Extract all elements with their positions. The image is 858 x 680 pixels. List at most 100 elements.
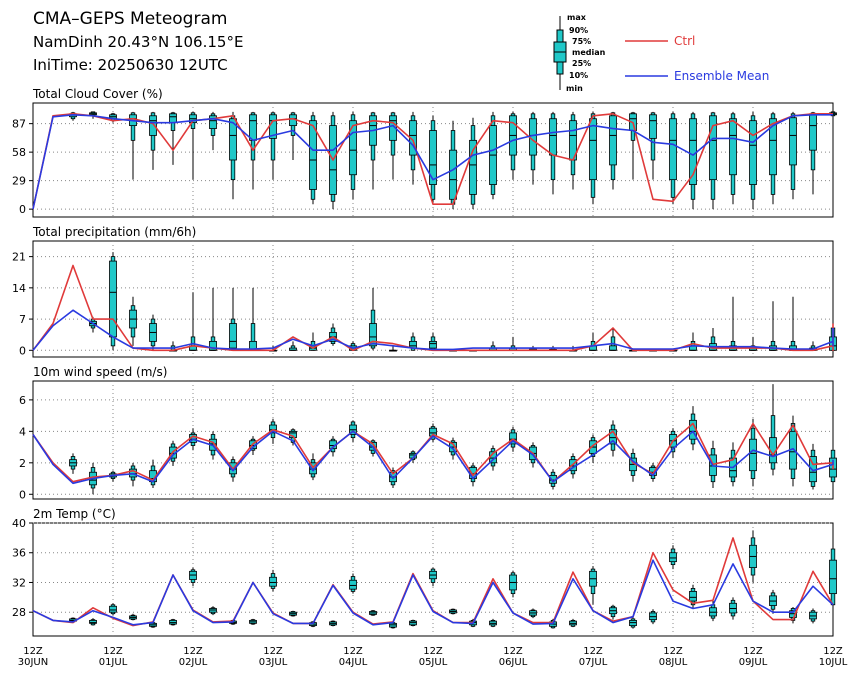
box-plot: [489, 618, 497, 628]
box-plot: [569, 618, 577, 628]
box-plot: [649, 609, 657, 625]
box-inner: [89, 619, 97, 624]
time-day-label: 03JUL: [259, 657, 288, 668]
box-plot: [209, 606, 217, 616]
box-inner: [689, 590, 697, 602]
init-time-label: IniTime: 20250630 12UTC: [33, 56, 228, 74]
box-plot: [589, 332, 597, 351]
box-plot: [669, 111, 677, 205]
box-plot: [149, 459, 157, 488]
box-plot: [649, 111, 657, 180]
time-hour-label: 12Z: [423, 646, 443, 657]
box-plot: [749, 111, 757, 210]
box-plot: [429, 115, 437, 205]
box-inner: [229, 118, 237, 161]
box-inner: [609, 345, 617, 351]
panel-title: 2m Temp (°C): [33, 507, 116, 521]
box-inner: [109, 605, 117, 613]
box-legend: max 90% 75% median 25% 10% min: [553, 13, 606, 93]
y-tick-label: 0: [19, 488, 26, 501]
box-plot: [629, 617, 637, 629]
box-inner: [829, 559, 837, 595]
box-plot: [109, 252, 117, 351]
box-plot: [569, 111, 577, 190]
time-hour-label: 12Z: [183, 646, 203, 657]
box-plot: [749, 418, 757, 487]
box-inner: [229, 323, 237, 349]
box-plot: [409, 619, 417, 627]
box-plot: [129, 296, 137, 346]
box-inner: [469, 139, 477, 195]
box-plot: [209, 287, 217, 351]
box-inner: [609, 115, 617, 166]
box-inner: [109, 260, 117, 338]
box-plot: [589, 434, 597, 463]
time-hour-label: 12Z: [103, 646, 123, 657]
panel-4: 2m Temp (°C) 28 32 36 40: [12, 507, 837, 637]
box-inner: [749, 438, 757, 472]
box-plot: [709, 111, 717, 210]
box-plot: [169, 618, 177, 626]
box-inner: [809, 113, 817, 151]
y-tick-label: 58: [12, 146, 26, 159]
box-plot: [789, 296, 797, 351]
box-plot: [149, 111, 157, 170]
box-plot: [589, 111, 597, 205]
box-plot: [369, 609, 377, 616]
box-outer: [130, 112, 136, 141]
box-plot: [429, 423, 437, 443]
box-plot: [629, 448, 637, 482]
box-plot: [729, 296, 737, 351]
box-plot: [729, 597, 737, 620]
line-legend: Ctrl Ensemble Mean: [625, 34, 769, 83]
box-inner: [649, 114, 657, 139]
legend-ctrl-label: Ctrl: [674, 34, 695, 48]
panel-2: Total precipitation (mm/6h) 0 7 14 21: [12, 225, 837, 358]
box-plot: [229, 111, 237, 200]
box-plot: [809, 443, 817, 490]
box-plot: [609, 111, 617, 190]
box-plot: [549, 111, 557, 195]
y-tick-label: 0: [19, 203, 26, 216]
time-hour-label: 12Z: [743, 646, 763, 657]
y-tick-label: 0: [19, 344, 26, 357]
time-day-label: 10JUL: [819, 657, 848, 668]
box-plot: [129, 111, 137, 180]
box-inner: [429, 130, 437, 185]
y-tick-label: 87: [12, 118, 26, 131]
box-inner: [769, 118, 777, 176]
time-hour-label: 12Z: [823, 646, 843, 657]
box-plot: [229, 287, 237, 351]
legend-median-label: median: [572, 48, 606, 57]
box-plot: [769, 301, 777, 351]
box-plot: [189, 567, 197, 587]
time-day-label: 05JUL: [419, 657, 448, 668]
time-day-label: 07JUL: [579, 657, 608, 668]
panel-3: 10m wind speed (m/s) 0 2 4 6: [19, 365, 837, 501]
box-plot: [189, 292, 197, 351]
time-hour-label: 12Z: [263, 646, 283, 657]
box-plot: [689, 584, 697, 609]
panel-title: Total Cloud Cover (%): [32, 87, 163, 101]
box-inner: [149, 115, 157, 136]
box-inner: [309, 120, 317, 190]
box-plot: [329, 323, 337, 346]
ensemble-mean-line: [32, 309, 834, 351]
box-inner: [529, 118, 537, 156]
box-plot: [769, 384, 777, 476]
box-inner: [209, 115, 217, 129]
box-plot: [149, 314, 157, 351]
box-plot: [529, 608, 537, 619]
box-plot: [469, 117, 477, 210]
ensemble-mean-line: [32, 559, 834, 626]
box-plot: [769, 589, 777, 614]
box-inner: [169, 113, 177, 124]
box-plot: [449, 608, 457, 615]
legend-p75: 75%: [572, 37, 591, 46]
box-plot: [689, 332, 697, 351]
y-tick-label: 7: [19, 313, 26, 326]
y-tick-label: 14: [12, 282, 26, 295]
time-day-label: 04JUL: [339, 657, 368, 668]
box-plot: [509, 570, 517, 598]
